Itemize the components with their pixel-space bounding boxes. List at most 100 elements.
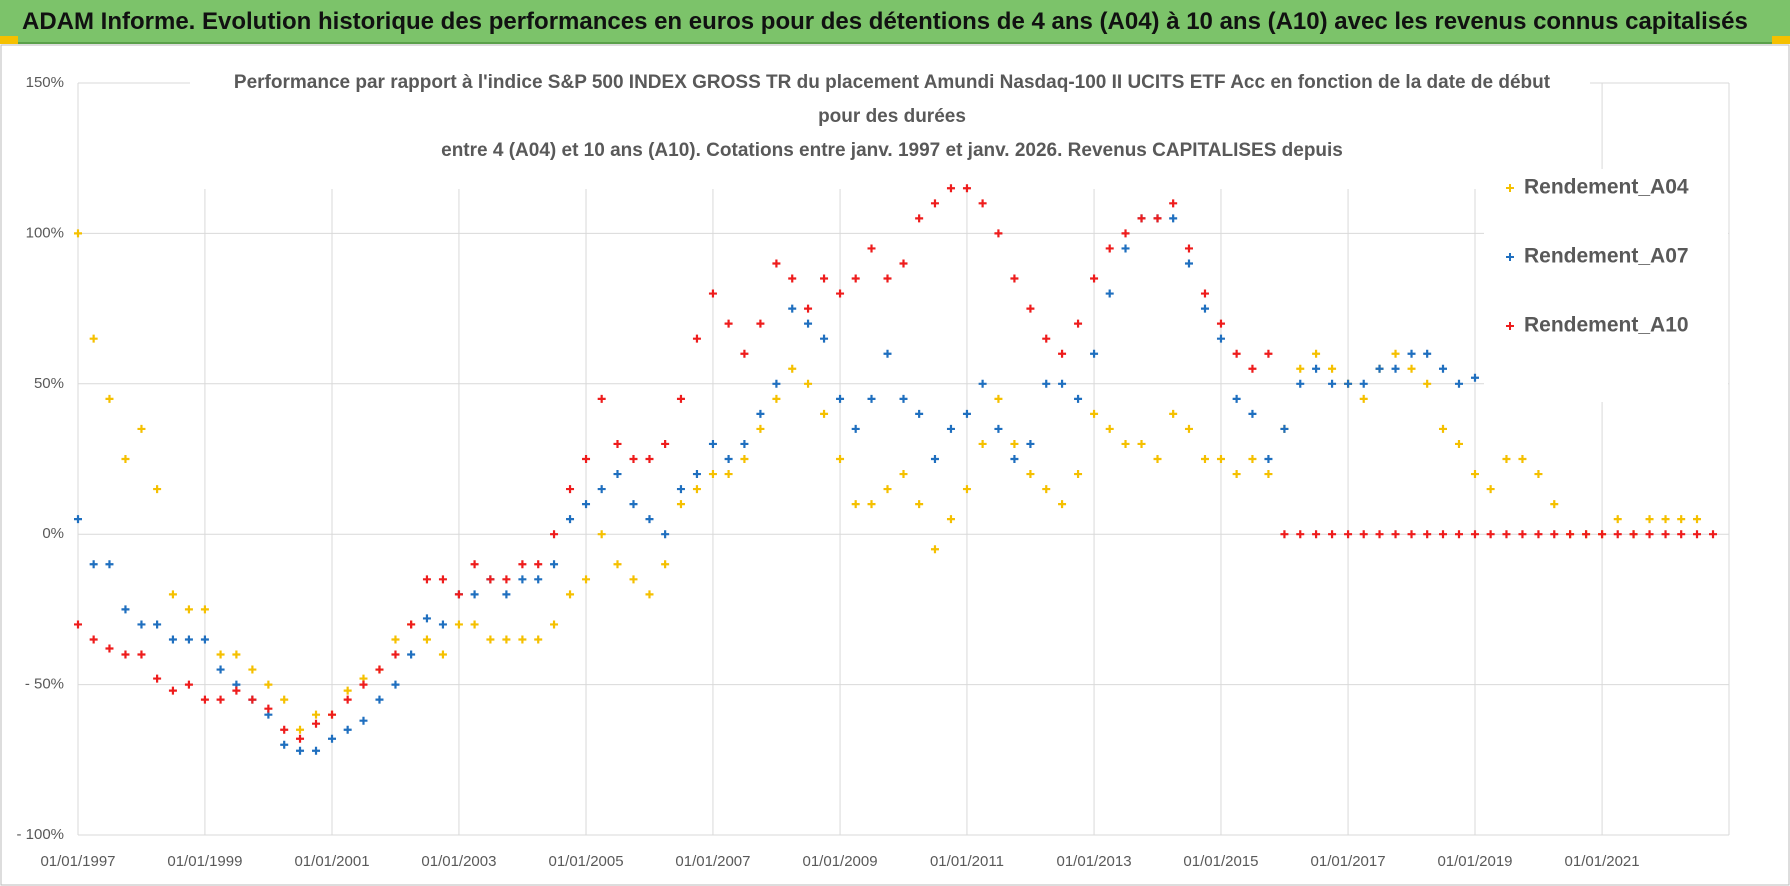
- data-point: [1184, 259, 1193, 268]
- x-tick-label: 01/01/2009: [803, 853, 878, 870]
- data-point: [851, 500, 860, 509]
- data-point: [629, 500, 638, 509]
- data-point: [1169, 409, 1178, 418]
- data-point: [820, 274, 829, 283]
- data-point: [216, 695, 225, 704]
- data-point: [1216, 334, 1225, 343]
- data-point: [407, 650, 416, 659]
- x-tick-label: 01/01/2015: [1183, 853, 1258, 870]
- data-point: [1042, 334, 1051, 343]
- data-point: [248, 695, 257, 704]
- data-point: [994, 229, 1003, 238]
- data-point: [534, 575, 543, 584]
- header: ADAM Informe. Evolution historique des p…: [0, 0, 1790, 44]
- data-point: [676, 485, 685, 494]
- data-point: [661, 530, 670, 539]
- data-point: [328, 710, 337, 719]
- data-point: [1010, 439, 1019, 448]
- header-title: ADAM Informe. Evolution historique des p…: [22, 8, 1748, 35]
- data-point: [1248, 409, 1257, 418]
- data-point: [1312, 530, 1321, 539]
- data-point: [1232, 349, 1241, 358]
- data-point: [153, 485, 162, 494]
- data-point: [1026, 470, 1035, 479]
- data-point: [1264, 349, 1273, 358]
- data-point: [994, 424, 1003, 433]
- data-point: [566, 515, 575, 524]
- data-point: [1200, 304, 1209, 313]
- data-point: [312, 746, 321, 755]
- data-point: [518, 575, 527, 584]
- data-point: [1153, 214, 1162, 223]
- data-point: [1105, 424, 1114, 433]
- data-point: [74, 229, 82, 238]
- data-point: [1280, 530, 1289, 539]
- data-point: [1026, 439, 1035, 448]
- data-point: [375, 665, 384, 674]
- x-tick-label: 01/01/2011: [930, 853, 1004, 870]
- data-point: [899, 394, 908, 403]
- data-point: [1423, 530, 1432, 539]
- data-point: [1344, 530, 1353, 539]
- data-point: [343, 725, 352, 734]
- data-point: [978, 379, 987, 388]
- data-point: [836, 289, 845, 298]
- data-point: [391, 635, 400, 644]
- data-point: [1248, 364, 1257, 373]
- data-point: [550, 620, 559, 629]
- data-point: [582, 455, 591, 463]
- data-point: [1629, 530, 1638, 539]
- data-point: [1598, 530, 1607, 539]
- data-point: [1454, 439, 1463, 448]
- data-point: [1312, 349, 1321, 358]
- data-point: [280, 740, 289, 749]
- data-point: [962, 485, 971, 494]
- data-point: [629, 455, 638, 463]
- data-point: [994, 394, 1003, 403]
- data-point: [692, 334, 701, 343]
- data-point: [597, 485, 606, 494]
- data-point: [756, 409, 765, 418]
- data-point: [216, 665, 225, 674]
- x-tick-label: 01/01/2019: [1437, 853, 1512, 870]
- data-point: [676, 500, 685, 509]
- data-point: [280, 695, 289, 704]
- data-point: [1550, 530, 1559, 539]
- data-point: [264, 680, 273, 689]
- data-point: [645, 455, 654, 463]
- data-point: [978, 199, 987, 208]
- data-point: [1550, 500, 1559, 509]
- data-point: [836, 394, 845, 403]
- data-point: [184, 605, 193, 614]
- data-point: [1312, 364, 1321, 373]
- data-point: [137, 620, 146, 629]
- data-point: [740, 439, 749, 448]
- data-point: [1359, 530, 1368, 539]
- data-point: [1058, 379, 1067, 388]
- data-point: [1074, 394, 1083, 403]
- data-point: [1486, 485, 1495, 494]
- data-point: [899, 470, 908, 479]
- data-point: [89, 560, 98, 569]
- data-point: [168, 590, 177, 599]
- data-point: [153, 620, 162, 629]
- data-point: [867, 394, 876, 403]
- data-point: [915, 500, 924, 509]
- data-point: [1645, 515, 1654, 524]
- data-point: [550, 530, 559, 539]
- data-point: [1709, 530, 1717, 539]
- data-point: [422, 614, 431, 623]
- data-point: [454, 620, 463, 629]
- data-point: [438, 620, 447, 629]
- data-point: [1296, 530, 1305, 539]
- data-point: [1502, 530, 1511, 539]
- data-point: [804, 319, 813, 328]
- data-point: [1232, 394, 1241, 403]
- data-point: [1407, 349, 1416, 358]
- data-point: [1391, 349, 1400, 358]
- legend-marker: [1506, 184, 1514, 192]
- data-point: [930, 545, 939, 554]
- x-tick-label: 01/01/1997: [40, 853, 115, 870]
- data-point: [740, 349, 749, 358]
- data-point: [502, 635, 511, 644]
